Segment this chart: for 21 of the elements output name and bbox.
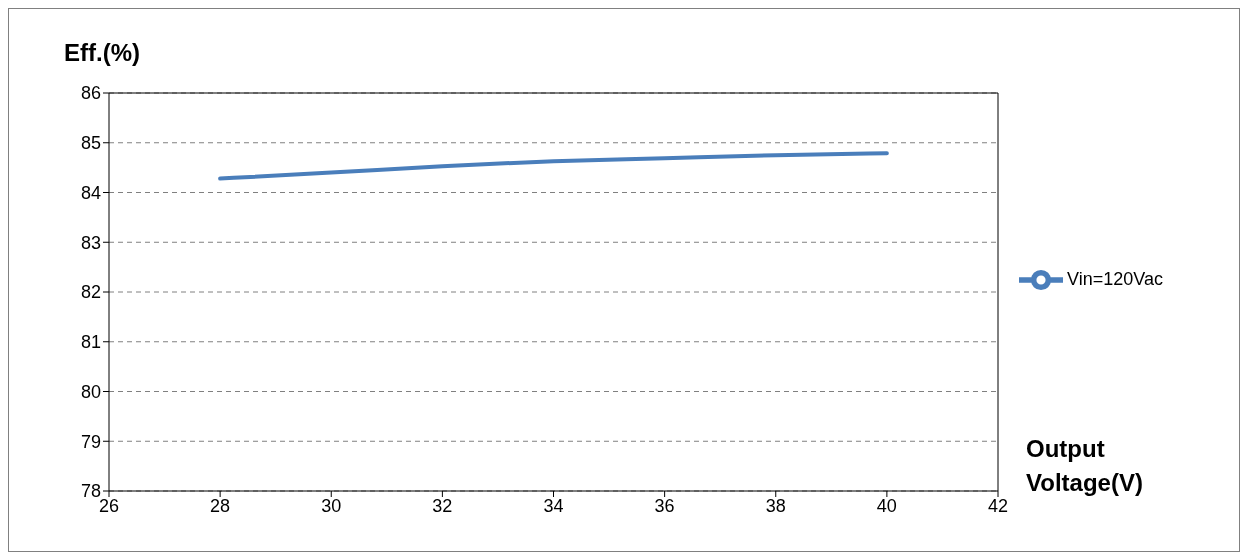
x-tick-label: 28 (210, 495, 231, 516)
x-tick-label: 36 (654, 495, 675, 516)
x-axis-title: Output Voltage(V) (1026, 434, 1144, 498)
y-tick-label: 79 (80, 431, 101, 452)
y-tick-label: 84 (80, 182, 101, 203)
y-tick-label: 85 (80, 133, 101, 154)
x-tick-label: 38 (765, 495, 786, 516)
y-tick-label: 81 (80, 332, 101, 353)
x-tick-label: 32 (432, 495, 453, 516)
x-tick-label: 34 (543, 495, 564, 516)
y-tick-label: 82 (80, 282, 101, 303)
y-tick-label: 78 (80, 481, 101, 502)
legend-label: Vin=120Vac (1067, 268, 1163, 289)
y-tick-label: 86 (80, 83, 101, 104)
x-tick-label: 40 (876, 495, 897, 516)
line-series (218, 151, 889, 181)
y-tick-label: 83 (80, 232, 101, 253)
x-tick-label: 42 (987, 495, 1009, 516)
y-axis-title: Eff.(%) (64, 39, 140, 67)
y-tick-label: 80 (80, 381, 101, 402)
x-tick-label: 30 (321, 495, 342, 516)
